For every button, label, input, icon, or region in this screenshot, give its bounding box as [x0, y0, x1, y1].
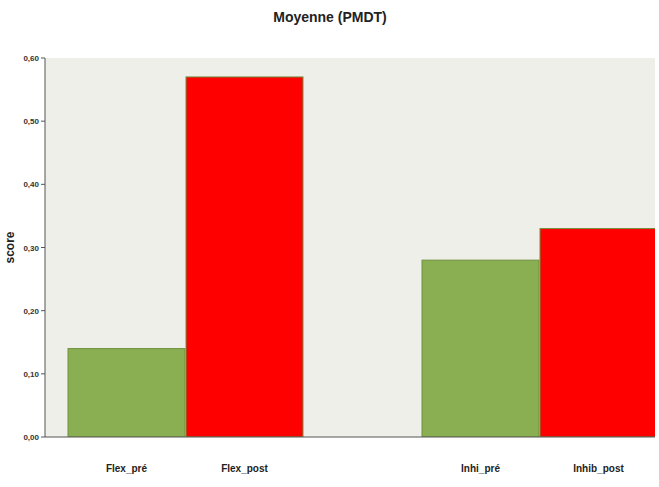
bar [186, 77, 303, 437]
bar [68, 349, 185, 437]
y-tick [41, 437, 45, 438]
y-tick [41, 184, 45, 185]
y-tick [41, 58, 45, 59]
x-tick-label: Inhib_post [573, 463, 624, 474]
bar [540, 229, 655, 437]
y-tick-label: 0,40 [23, 180, 39, 189]
x-axis [45, 437, 655, 438]
y-tick-label: 0,00 [23, 433, 39, 442]
y-tick [41, 310, 45, 311]
y-tick-label: 0,60 [23, 54, 39, 63]
bar [422, 260, 539, 437]
title: Moyenne (PMDT) [273, 9, 387, 25]
x-tick-label: Inhi_pré [461, 463, 500, 474]
y-tick [41, 121, 45, 122]
x-tick-label: Flex_post [221, 463, 268, 474]
x-tick-label: Flex_pré [106, 463, 148, 474]
y-axis [45, 58, 46, 437]
y-tick-label: 0,10 [23, 370, 39, 379]
y-tick [41, 247, 45, 248]
y-axis-label: score [3, 231, 17, 263]
y-tick [41, 373, 45, 374]
chart: Moyenne (PMDT) score 0,00 0,10 0,20 0,30 0,40 0… [0, 0, 659, 487]
y-tick-label: 0,20 [23, 307, 39, 316]
y-tick-label: 0,30 [23, 244, 39, 253]
y-tick-label: 0,50 [23, 117, 39, 126]
bars [68, 77, 655, 437]
